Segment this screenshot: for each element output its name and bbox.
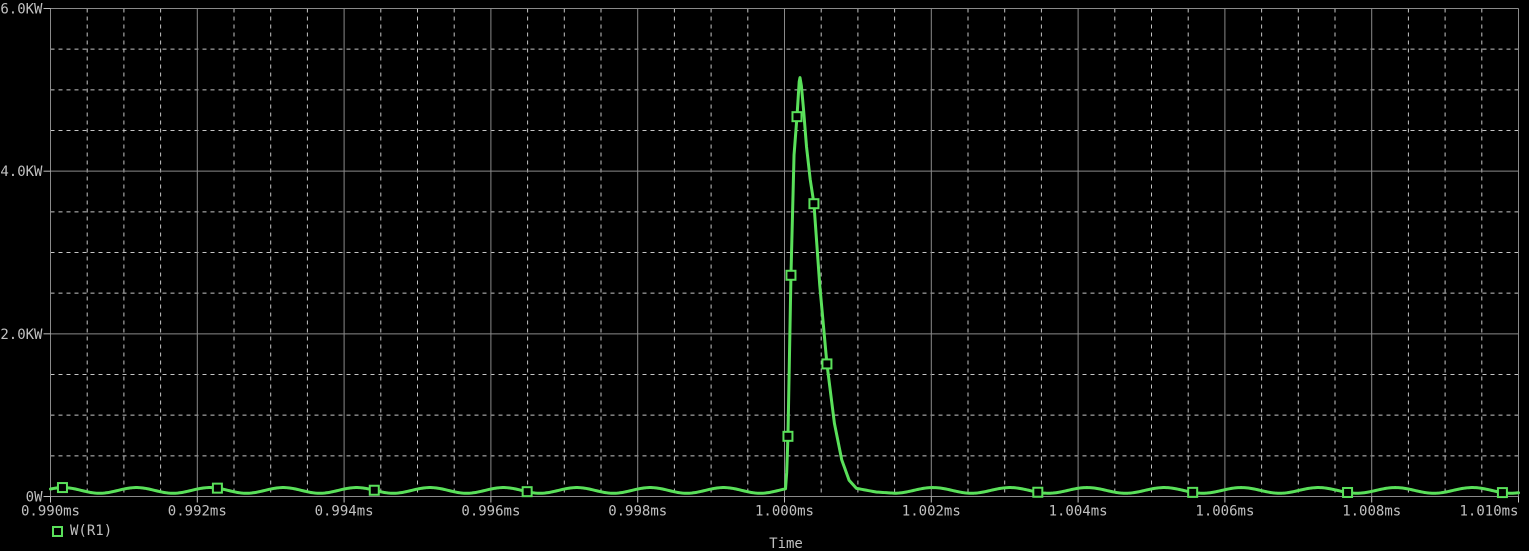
trace-point-marker — [368, 484, 380, 496]
trace-point-marker — [782, 430, 794, 442]
trace-point-marker — [808, 198, 820, 210]
x-tick-label: 0.998ms — [608, 504, 667, 520]
trace-markers — [56, 111, 1508, 499]
x-tick-label: 1.004ms — [1049, 504, 1108, 520]
y-tick-label: 2.0KW — [0, 327, 43, 343]
x-tick-label: 1.008ms — [1342, 504, 1401, 520]
x-tick-label: 1.010ms — [1459, 504, 1518, 520]
trace-point-marker — [785, 269, 797, 281]
grid — [50, 8, 1519, 497]
x-tick-label: 1.000ms — [755, 504, 814, 520]
trace-point-marker — [56, 482, 68, 494]
x-tick-label: 1.002ms — [902, 504, 961, 520]
trace-point-marker — [1187, 486, 1199, 498]
trace-point-marker — [1496, 487, 1508, 499]
x-tick-label: 0.994ms — [315, 504, 374, 520]
trace-point-marker — [791, 111, 803, 123]
trace-point-marker — [821, 358, 833, 370]
y-tick-label: 6.0KW — [0, 2, 43, 18]
trace-name: W(R1) — [70, 523, 113, 539]
x-axis-title: Time — [769, 536, 803, 551]
trace-open-square-icon — [52, 525, 63, 537]
trace-point-marker — [211, 482, 223, 494]
x-tick-label: 0.990ms — [21, 504, 80, 520]
trace-legend[interactable]: W(R1) — [52, 524, 112, 538]
trace-point-marker — [521, 486, 533, 498]
y-tick-label: 4.0KW — [0, 164, 43, 180]
y-tick-label: 0W — [26, 490, 43, 506]
waveform-trace — [49, 76, 1520, 495]
trace-point-marker — [1342, 486, 1354, 498]
x-tick-label: 0.996ms — [461, 504, 520, 520]
axes: 0W 2.0KW 4.0KW 6.0KW 0.990ms 0.992ms 0.994ms 0.… — [0, 2, 1519, 520]
trace-point-marker — [1032, 486, 1044, 498]
x-tick-label: 1.006ms — [1195, 504, 1254, 520]
x-tick-label: 0.992ms — [168, 504, 227, 520]
